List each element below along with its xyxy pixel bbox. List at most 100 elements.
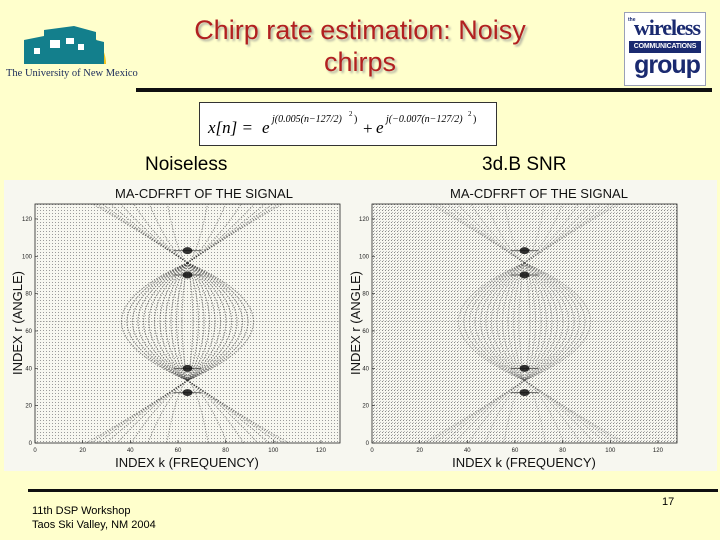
lens-arc <box>491 262 525 381</box>
wireless-logo-word1: wireless <box>633 15 701 40</box>
fan-arc <box>524 204 592 264</box>
plot-3db-snr-title: MA-CDFRFT OF THE SIGNAL <box>450 186 628 201</box>
fan-arc <box>503 204 525 264</box>
fan-arc <box>187 380 290 443</box>
lens-arc <box>187 262 233 381</box>
lens-arc <box>496 262 525 381</box>
equation-term2-base: e <box>376 118 384 137</box>
lens-arc <box>148 262 188 381</box>
unm-logo-text: The University of New Mexico <box>6 68 138 79</box>
y-tick-label: 80 <box>25 292 32 298</box>
fan-arc <box>187 204 255 264</box>
fan-arc <box>120 204 188 264</box>
plot-3db-snr-ylabel: INDEX r (ANGLE) <box>348 271 363 375</box>
lens-arc <box>159 262 188 381</box>
fan-arc <box>446 204 525 264</box>
wireless-logo-small-text: the <box>628 17 636 23</box>
x-tick-label: 80 <box>559 448 566 454</box>
fan-arc <box>524 204 546 264</box>
fan-arc <box>438 204 525 264</box>
fan-arc <box>524 380 596 443</box>
x-tick-label: 60 <box>175 448 182 454</box>
lens-arc <box>524 262 564 381</box>
equation-box: x[n] = e j(0.005(n−127/2) 2 ) + e j(−0.0… <box>199 102 497 146</box>
fan-arc <box>187 204 266 264</box>
fan-arc <box>85 380 188 443</box>
plot-noiseless-xlabel: INDEX k (FREQUENCY) <box>115 455 259 470</box>
slide-title-line1: Chirp rate estimation: Noisy <box>194 15 526 45</box>
footer-line2: Taos Ski Valley, NM 2004 <box>32 519 156 531</box>
lens-arc <box>457 262 525 381</box>
fan-arc <box>524 380 616 443</box>
fan-arc <box>187 380 209 443</box>
equation-term1-exponent: j(0.005(n−127/2) <box>270 114 342 125</box>
y-tick-label: 20 <box>25 404 32 410</box>
fan-arc <box>433 380 525 443</box>
equation-term1-close: ) <box>354 114 357 125</box>
lens-arc <box>187 262 238 381</box>
fan-arc <box>96 380 188 443</box>
x-tick-label: 20 <box>79 448 86 454</box>
lens-arc <box>137 262 188 381</box>
fan-arc <box>422 380 525 443</box>
y-tick-label: 100 <box>22 254 33 260</box>
y-tick-label: 0 <box>29 441 33 447</box>
footer-line1: 11th DSP Workshop <box>32 505 131 517</box>
unm-logo: The University of New Mexico <box>4 10 138 90</box>
plot-3db-snr-area <box>371 203 678 444</box>
lens-arc <box>524 262 558 381</box>
x-tick-label: 100 <box>605 448 616 454</box>
fan-arc <box>91 204 188 264</box>
fan-arc <box>428 204 525 264</box>
x-tick-label: 40 <box>127 448 134 454</box>
lens-arc <box>142 262 188 381</box>
fan-arc <box>432 204 525 264</box>
equation: x[n] = e j(0.005(n−127/2) 2 ) + e j(−0.0… <box>207 110 476 138</box>
lens-arc <box>154 262 188 381</box>
header-divider <box>136 88 712 92</box>
equation-term1-square: 2 <box>349 110 353 118</box>
fan-arc <box>467 380 525 443</box>
plot-noiseless-title: MA-CDFRFT OF THE SIGNAL <box>115 186 293 201</box>
y-tick-label: 100 <box>359 254 370 260</box>
lens-arc <box>524 262 570 381</box>
lens-arc <box>463 262 525 381</box>
fan-arc <box>133 204 188 264</box>
interference-pattern <box>372 204 677 443</box>
x-tick-label: 40 <box>464 448 471 454</box>
wireless-logo-word2: group <box>634 51 701 79</box>
fan-arc <box>166 380 188 443</box>
lens-arc <box>485 262 525 381</box>
plot-3db-snr: MA-CDFRFT OF THE SIGNAL INDEX k (FREQUEN… <box>348 186 678 470</box>
lens-arc <box>187 262 216 381</box>
equation-term1-base: e <box>262 118 270 137</box>
plots-figure: MA-CDFRFT OF THE SIGNAL INDEX k (FREQUEN… <box>10 186 678 470</box>
fan-arc <box>187 380 270 443</box>
plot-panel: MA-CDFRFT OF THE SIGNAL INDEX k (FREQUEN… <box>4 180 717 471</box>
lens-arc <box>524 262 553 381</box>
x-tick-label: 0 <box>370 448 374 454</box>
fan-arc <box>187 204 242 264</box>
fan-arc <box>524 380 627 443</box>
y-tick-label: 40 <box>25 366 32 372</box>
fan-arc <box>524 204 611 264</box>
lens-arc <box>524 262 548 381</box>
lens-arc <box>187 262 221 381</box>
fan-arc <box>453 380 525 443</box>
y-tick-label: 60 <box>362 329 369 335</box>
fan-arc <box>442 380 525 443</box>
equation-lhs: x[n] = <box>207 118 253 137</box>
fan-arc <box>105 380 188 443</box>
x-tick-label: 60 <box>512 448 519 454</box>
fan-arc <box>524 380 623 443</box>
y-tick-label: 40 <box>362 366 369 372</box>
fan-arc <box>95 204 188 264</box>
lens-arc <box>479 262 525 381</box>
fan-arc <box>116 380 188 443</box>
lens-arc <box>524 262 575 381</box>
fan-arc <box>187 204 209 264</box>
plot-noiseless-area <box>34 203 341 444</box>
lens-arc <box>187 262 227 381</box>
y-tick-label: 80 <box>362 292 369 298</box>
plot-3db-snr-xlabel: INDEX k (FREQUENCY) <box>452 455 596 470</box>
